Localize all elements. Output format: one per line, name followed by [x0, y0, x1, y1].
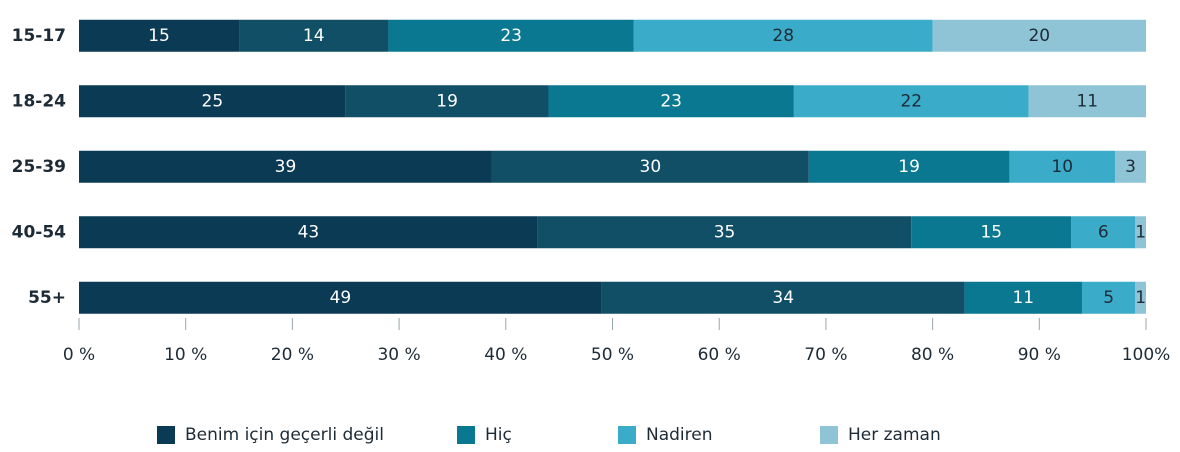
data-label: 28 [772, 26, 794, 46]
x-tick-label: 0 % [63, 345, 95, 365]
category-label: 15-17 [12, 26, 66, 46]
bar-segment [388, 19, 634, 52]
legend-label: Her zaman [848, 425, 941, 445]
data-label: 43 [298, 222, 320, 242]
legend-label: Nadiren [646, 425, 713, 445]
data-label: 11 [1076, 91, 1098, 111]
bar-segment [79, 150, 492, 183]
legend-label: Hiç [485, 425, 512, 445]
bar-segment [548, 85, 794, 118]
bar-segment [932, 19, 1146, 52]
data-label: 23 [500, 26, 522, 46]
bar-segment [1135, 216, 1146, 249]
category-label: 25-39 [12, 157, 66, 177]
bar-segment [633, 19, 933, 52]
x-tick-label: 90 % [1018, 345, 1061, 365]
bar-segment [601, 281, 965, 314]
bar-segment [1081, 281, 1136, 314]
bar-segment [79, 19, 240, 52]
bar-segment [345, 85, 549, 118]
bar-segment [1009, 150, 1116, 183]
data-label: 5 [1103, 288, 1114, 308]
data-label: 35 [714, 222, 736, 242]
data-label: 22 [900, 91, 922, 111]
data-label: 19 [898, 157, 920, 177]
category-label: 18-24 [12, 91, 67, 111]
x-tick-label: 100% [1122, 345, 1171, 365]
x-tick-label: 40 % [484, 345, 527, 365]
data-label: 39 [275, 157, 297, 177]
x-tick-label: 60 % [698, 345, 741, 365]
data-label: 1 [1135, 222, 1146, 242]
category-label: 40-54 [12, 222, 67, 242]
x-tick-label: 30 % [377, 345, 420, 365]
data-label: 49 [330, 288, 352, 308]
legend-label: Benim için geçerli değil [185, 425, 384, 445]
x-tick-label: 70 % [804, 345, 847, 365]
data-label: 14 [303, 26, 325, 46]
data-label: 23 [660, 91, 682, 111]
legend-swatch [457, 426, 475, 444]
bar-segment [793, 85, 1029, 118]
data-label: 6 [1098, 222, 1109, 242]
legend-swatch [820, 426, 838, 444]
data-label: 25 [202, 91, 224, 111]
bar-segment [537, 216, 912, 249]
bar-segment [239, 19, 389, 52]
legend-swatch [618, 426, 636, 444]
x-tick-label: 50 % [591, 345, 634, 365]
data-label: 10 [1051, 157, 1073, 177]
data-label: 19 [436, 91, 458, 111]
data-label: 3 [1125, 157, 1136, 177]
bar-segment [79, 216, 538, 249]
bar-segment [808, 150, 1010, 183]
data-label: 15 [980, 222, 1002, 242]
data-label: 15 [148, 26, 170, 46]
data-label: 20 [1028, 26, 1050, 46]
bar-segment [79, 281, 602, 314]
bar-segment [911, 216, 1072, 249]
x-tick-label: 10 % [164, 345, 207, 365]
data-label: 1 [1135, 288, 1146, 308]
bar-segment [1071, 216, 1136, 249]
bar-segment [491, 150, 809, 183]
data-label: 30 [640, 157, 662, 177]
bar-segment [1135, 281, 1146, 314]
data-label: 11 [1012, 288, 1034, 308]
bar-segment [964, 281, 1082, 314]
bar-segment [1028, 85, 1146, 118]
legend-swatch [157, 426, 175, 444]
x-tick-label: 80 % [911, 345, 954, 365]
x-tick-label: 20 % [271, 345, 314, 365]
bar-segment [1115, 150, 1146, 183]
category-label: 55+ [28, 288, 66, 308]
data-label: 34 [772, 288, 794, 308]
bar-segment [79, 85, 346, 118]
